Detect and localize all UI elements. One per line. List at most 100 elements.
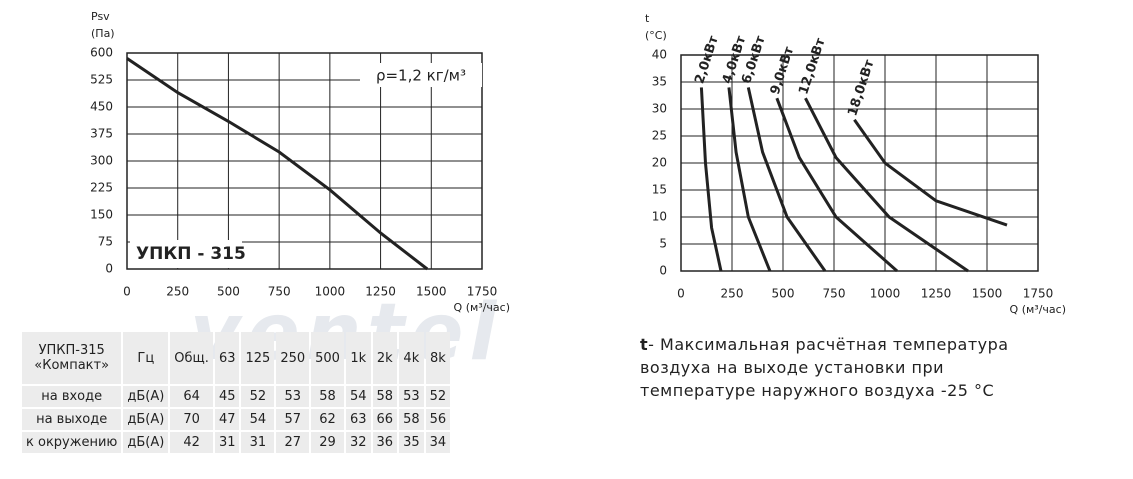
annotation: ρ=1,2 кг/м³ bbox=[376, 67, 466, 85]
y-tick-label: 300 bbox=[90, 154, 113, 168]
table-cell: 8k bbox=[425, 332, 451, 384]
x-tick-label: 1500 bbox=[416, 285, 447, 299]
annotation: УПКП - 315 bbox=[136, 244, 246, 264]
x-tick-label: 750 bbox=[823, 287, 846, 301]
corner-label: УПКП-315 bbox=[38, 343, 105, 358]
x-tick-label: 1500 bbox=[972, 287, 1003, 301]
table-cell: УПКП-315 «Компакт» bbox=[22, 332, 122, 384]
y-axis-label: Psv bbox=[91, 10, 110, 23]
table-cell: 58 bbox=[311, 386, 344, 407]
y-tick-label: 35 bbox=[652, 75, 667, 89]
table-cell: 47 bbox=[214, 409, 240, 430]
y-tick-label: 150 bbox=[90, 208, 113, 222]
table-cell: 64 bbox=[170, 386, 213, 407]
table-cell: 42 bbox=[170, 432, 213, 453]
table-header: УПКП-315 «Компакт» Гц Общ. 63 125 250 500 1k 2k 4k… bbox=[22, 332, 451, 384]
table-cell: 1k bbox=[345, 332, 371, 384]
x-axis-label: Q (м³/час) bbox=[1010, 303, 1066, 316]
curve bbox=[126, 57, 429, 271]
curve bbox=[775, 97, 899, 273]
x-tick-label: 500 bbox=[772, 287, 795, 301]
x-tick-label: 1250 bbox=[921, 287, 952, 301]
note-term: t bbox=[640, 335, 649, 354]
y-tick-label: 10 bbox=[652, 210, 667, 224]
table-cell: 70 bbox=[170, 409, 213, 430]
x-tick-label: 750 bbox=[268, 285, 291, 299]
x-tick-label: 1000 bbox=[315, 285, 346, 299]
table-cell: 53 bbox=[276, 386, 310, 407]
y-tick-label: 375 bbox=[90, 127, 113, 141]
y-tick-label: 600 bbox=[90, 46, 113, 60]
x-tick-label: 1250 bbox=[365, 285, 396, 299]
table-row: на выходе дБ(А) 70 47 54 57 62 63 66 58 56 bbox=[22, 409, 451, 430]
y-tick-label: 25 bbox=[652, 129, 667, 143]
x-axis-label: Q (м³/час) bbox=[454, 301, 510, 314]
table-cell: 31 bbox=[214, 432, 240, 453]
table-cell: дБ(А) bbox=[123, 409, 169, 430]
x-tick-label: 0 bbox=[123, 285, 131, 299]
series-label: 9,0кВт bbox=[768, 45, 798, 97]
series-label: 12,0кВт bbox=[796, 36, 828, 97]
table-cell: 52 bbox=[241, 386, 275, 407]
table-cell: 63 bbox=[345, 409, 371, 430]
y-tick-label: 40 bbox=[652, 48, 667, 62]
y-axis-label: (Па) bbox=[91, 27, 115, 40]
table-cell: 34 bbox=[425, 432, 451, 453]
table-cell: дБ(А) bbox=[123, 432, 169, 453]
y-axis-label: t bbox=[645, 12, 650, 25]
x-tick-label: 1750 bbox=[1023, 287, 1054, 301]
y-tick-label: 450 bbox=[90, 100, 113, 114]
table-cell: 125 bbox=[241, 332, 275, 384]
plot-frame bbox=[126, 52, 483, 270]
table-cell: 36 bbox=[372, 432, 398, 453]
note: t- Максимальная расчётная температура во… bbox=[640, 333, 1060, 402]
table-row: к окружению дБ(А) 42 31 31 27 29 32 36 35 34 bbox=[22, 432, 451, 453]
y-tick-label: 0 bbox=[105, 262, 113, 276]
table-cell: на входе bbox=[22, 386, 122, 407]
series-label: 2,0кВт bbox=[692, 34, 722, 86]
table-cell: 250 bbox=[276, 332, 310, 384]
curve bbox=[699, 87, 723, 272]
table-cell: 27 bbox=[276, 432, 310, 453]
table-cell: 2k bbox=[372, 332, 398, 384]
table-cell: 54 bbox=[241, 409, 275, 430]
x-tick-label: 250 bbox=[721, 287, 744, 301]
table-cell: Общ. bbox=[170, 332, 213, 384]
plot-frame bbox=[680, 54, 1039, 272]
table-cell: 58 bbox=[399, 409, 424, 430]
table-cell: 58 bbox=[372, 386, 398, 407]
corner-label: «Компакт» bbox=[34, 358, 110, 373]
curve bbox=[853, 118, 1008, 227]
noise-table: УПКП-315 «Компакт» Гц Общ. 63 125 250 500 1k 2k 4k… bbox=[20, 330, 452, 455]
annotation-bg bbox=[130, 240, 242, 268]
x-tick-label: 500 bbox=[217, 285, 240, 299]
y-tick-label: 225 bbox=[90, 181, 113, 195]
y-tick-label: 30 bbox=[652, 102, 667, 116]
table-cell: 54 bbox=[345, 386, 371, 407]
table-cell: 56 bbox=[425, 409, 451, 430]
table-cell: 32 bbox=[345, 432, 371, 453]
y-tick-label: 75 bbox=[98, 235, 113, 249]
curve bbox=[727, 87, 772, 272]
table-cell: 29 bbox=[311, 432, 344, 453]
table-cell: 4k bbox=[399, 332, 424, 384]
table-cell: 66 bbox=[372, 409, 398, 430]
table-cell: 35 bbox=[399, 432, 424, 453]
y-tick-label: 5 bbox=[659, 237, 667, 251]
y-tick-label: 0 bbox=[659, 264, 667, 278]
table-cell: на выходе bbox=[22, 409, 122, 430]
curve bbox=[746, 87, 827, 272]
x-tick-label: 250 bbox=[166, 285, 189, 299]
table-cell: Гц bbox=[123, 332, 169, 384]
y-tick-label: 20 bbox=[652, 156, 667, 170]
x-tick-label: 0 bbox=[677, 287, 685, 301]
annotation-bg bbox=[360, 63, 482, 87]
y-tick-label: 525 bbox=[90, 73, 113, 87]
table-cell: 45 bbox=[214, 386, 240, 407]
table-cell: 53 bbox=[399, 386, 424, 407]
y-axis-label: (°C) bbox=[645, 29, 667, 42]
table-cell: 52 bbox=[425, 386, 451, 407]
table-cell: 57 bbox=[276, 409, 310, 430]
